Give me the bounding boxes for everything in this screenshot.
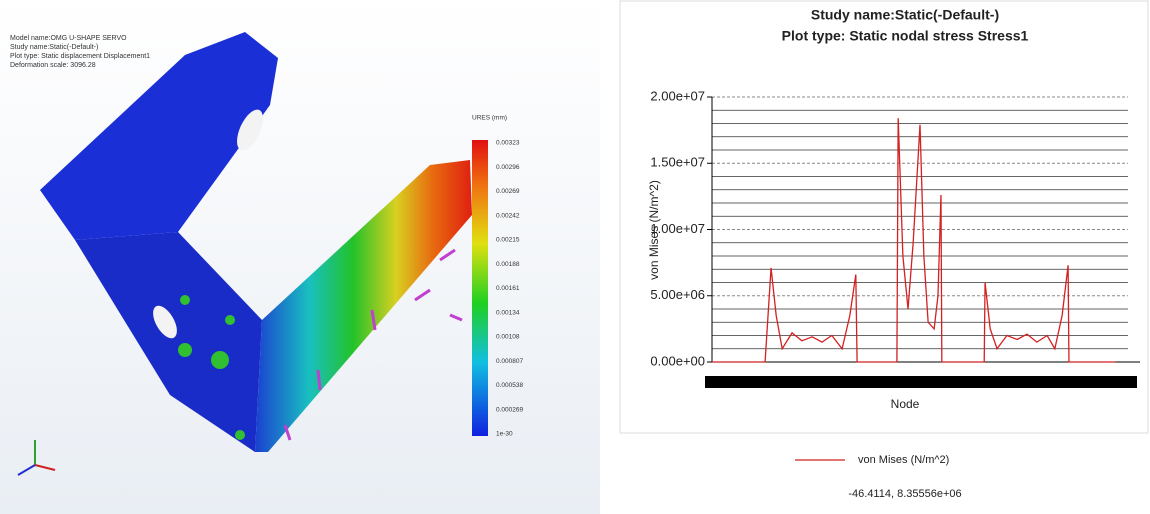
front-face [75, 232, 262, 452]
hole [153, 305, 177, 339]
model-info: Model name:OMG U-SHAPE SERVO [10, 35, 127, 42]
color-bar-label: 0.000538 [496, 382, 523, 389]
color-bar-labels: 0.00323 0.00296 0.00269 0.00242 0.00215 0.001… [496, 140, 523, 438]
side-arm [255, 160, 472, 452]
fixtures [178, 295, 245, 440]
color-bar-label: 0.00269 [496, 188, 520, 195]
chart-title: Study name:Static(-Default-) [811, 7, 999, 23]
y-tick-label: 5.00e+06 [650, 287, 705, 302]
model-info: Study name:Static(-Default-) [10, 44, 98, 51]
color-bar-label: 0.00323 [496, 140, 520, 147]
load-arrows [283, 248, 463, 441]
color-bar-label: 0.00134 [496, 309, 520, 316]
color-bar-label: 0.00108 [496, 334, 520, 341]
color-bar-label: 0.00215 [496, 237, 520, 244]
legend-label: von Mises (N/m^2) [858, 454, 949, 466]
y-tick-label: 1.50e+07 [650, 155, 705, 170]
color-bar-label: 0.000807 [496, 358, 523, 365]
color-bar-label: 0.00188 [496, 261, 520, 268]
y-tick-label: 1.00e+07 [650, 221, 705, 236]
chart-subtitle: Plot type: Static nodal stress Stress1 [782, 28, 1029, 44]
chart: Study name:Static(-Default-) Plot type: … [619, 0, 1149, 500]
model-info: Plot type: Static displacement Displacem… [10, 53, 150, 60]
color-bar-label: 0.00161 [496, 285, 520, 292]
axis-triad [17, 440, 56, 476]
x-axis-label: Node [891, 397, 920, 411]
cursor-readout: -46.4114, 8.35556e+06 [848, 488, 961, 500]
y-axis-label: von Mises (N/m^2) [647, 180, 661, 280]
y-tick-label: 0.00e+00 [650, 353, 705, 368]
top-flange [40, 32, 278, 240]
model-view: Model name:OMG U-SHAPE SERVO Study name:… [0, 0, 600, 514]
x-tick-labels-overlapped [705, 376, 1137, 388]
color-bar-label: 0.00296 [496, 164, 520, 171]
chart-frame [619, 0, 1149, 434]
model-info: Deformation scale: 3096.28 [10, 62, 96, 69]
color-bar-label: 0.00242 [496, 212, 520, 219]
legend-title: URES (mm) [472, 115, 507, 122]
hole [237, 109, 263, 151]
color-bar-label: 1e-30 [496, 431, 513, 438]
color-bar [472, 140, 488, 436]
data-line [712, 118, 1116, 363]
y-tick-label: 2.00e+07 [650, 88, 705, 103]
color-bar-label: 0.000269 [496, 406, 523, 413]
